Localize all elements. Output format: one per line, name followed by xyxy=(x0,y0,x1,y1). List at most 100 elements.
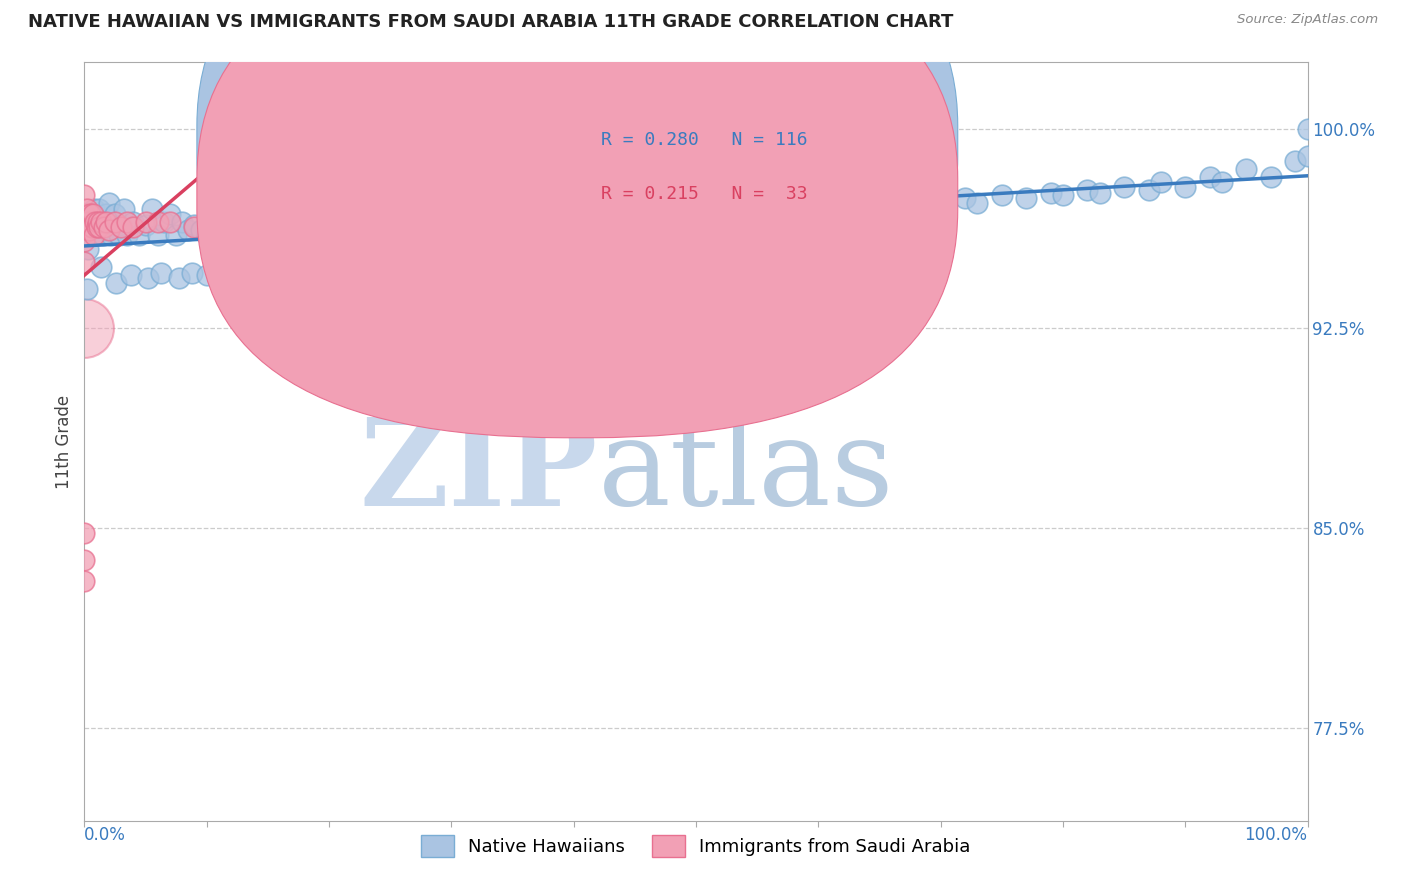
Point xyxy=(208,220,231,235)
Text: R = 0.280   N = 116: R = 0.280 N = 116 xyxy=(600,131,807,149)
Point xyxy=(416,218,439,232)
Point xyxy=(367,212,389,227)
Point xyxy=(1052,188,1074,202)
Point xyxy=(97,196,120,211)
Point xyxy=(146,228,169,243)
Point xyxy=(73,255,96,269)
Point xyxy=(245,223,267,237)
Text: atlas: atlas xyxy=(598,413,894,531)
Text: NATIVE HAWAIIAN VS IMMIGRANTS FROM SAUDI ARABIA 11TH GRADE CORRELATION CHART: NATIVE HAWAIIAN VS IMMIGRANTS FROM SAUDI… xyxy=(28,13,953,31)
Point xyxy=(219,223,242,237)
Point xyxy=(76,282,98,296)
Point xyxy=(269,215,291,229)
Point xyxy=(1088,186,1111,200)
Point xyxy=(747,202,769,216)
Point xyxy=(153,215,176,229)
Point xyxy=(122,215,145,229)
Point xyxy=(404,215,426,229)
Point xyxy=(721,204,744,219)
Point xyxy=(91,228,114,243)
Point xyxy=(232,215,254,229)
Point xyxy=(263,260,285,275)
Point xyxy=(953,191,976,205)
Point xyxy=(79,207,101,221)
Point xyxy=(135,218,157,232)
Point xyxy=(107,228,129,243)
Point xyxy=(312,260,335,275)
Point xyxy=(183,220,205,235)
Point xyxy=(586,210,609,224)
Point xyxy=(1296,122,1319,136)
Point xyxy=(208,218,231,232)
Point xyxy=(831,196,853,211)
Legend: Native Hawaiians, Immigrants from Saudi Arabia: Native Hawaiians, Immigrants from Saudi … xyxy=(415,828,977,864)
Point xyxy=(599,204,621,219)
Point xyxy=(122,220,145,235)
Point xyxy=(181,266,204,280)
Point xyxy=(1236,161,1258,176)
Point xyxy=(150,266,173,280)
Point xyxy=(93,220,115,235)
Point xyxy=(190,223,212,237)
Point xyxy=(97,223,120,237)
Text: Source: ZipAtlas.com: Source: ZipAtlas.com xyxy=(1237,13,1378,27)
Point xyxy=(281,220,304,235)
Point xyxy=(104,207,127,221)
Point xyxy=(115,215,138,229)
Point xyxy=(77,223,100,237)
Text: 100.0%: 100.0% xyxy=(1244,826,1308,844)
Point xyxy=(195,268,218,283)
Point xyxy=(172,215,194,229)
Point xyxy=(360,258,382,272)
Point xyxy=(120,268,142,283)
Point xyxy=(82,207,104,221)
Point xyxy=(87,220,110,235)
FancyBboxPatch shape xyxy=(197,0,957,384)
Point xyxy=(869,196,891,211)
Point xyxy=(177,223,200,237)
Point xyxy=(77,242,100,256)
Point xyxy=(110,218,132,232)
Point xyxy=(1076,183,1098,197)
Point xyxy=(550,207,572,221)
Point xyxy=(83,202,105,216)
Point xyxy=(929,196,952,211)
Point xyxy=(440,215,463,229)
Point xyxy=(1114,180,1136,194)
Point xyxy=(648,207,671,221)
Point xyxy=(434,260,457,275)
Point xyxy=(136,271,159,285)
Point xyxy=(73,207,96,221)
Point xyxy=(1039,186,1062,200)
Point xyxy=(73,188,96,202)
Point xyxy=(305,220,328,235)
Point xyxy=(73,321,96,335)
Point xyxy=(73,234,96,248)
Point xyxy=(1260,169,1282,184)
Point xyxy=(453,210,475,224)
Point xyxy=(526,207,548,221)
Point xyxy=(1296,148,1319,162)
Point xyxy=(183,218,205,232)
Point xyxy=(294,215,316,229)
Point xyxy=(167,271,190,285)
Point xyxy=(575,204,598,219)
Point xyxy=(141,202,163,216)
Point xyxy=(330,220,353,235)
Point xyxy=(159,207,181,221)
Point xyxy=(1137,183,1160,197)
Point xyxy=(165,228,187,243)
Point xyxy=(287,263,309,277)
Point xyxy=(513,212,536,227)
Point xyxy=(76,202,98,216)
Point xyxy=(489,212,512,227)
Point xyxy=(146,215,169,229)
Point xyxy=(86,220,108,235)
Point xyxy=(562,210,585,224)
Point xyxy=(83,228,105,243)
Point xyxy=(905,194,928,208)
Point xyxy=(477,207,499,221)
Point xyxy=(257,218,280,232)
Point xyxy=(409,258,432,272)
Point xyxy=(232,266,254,280)
